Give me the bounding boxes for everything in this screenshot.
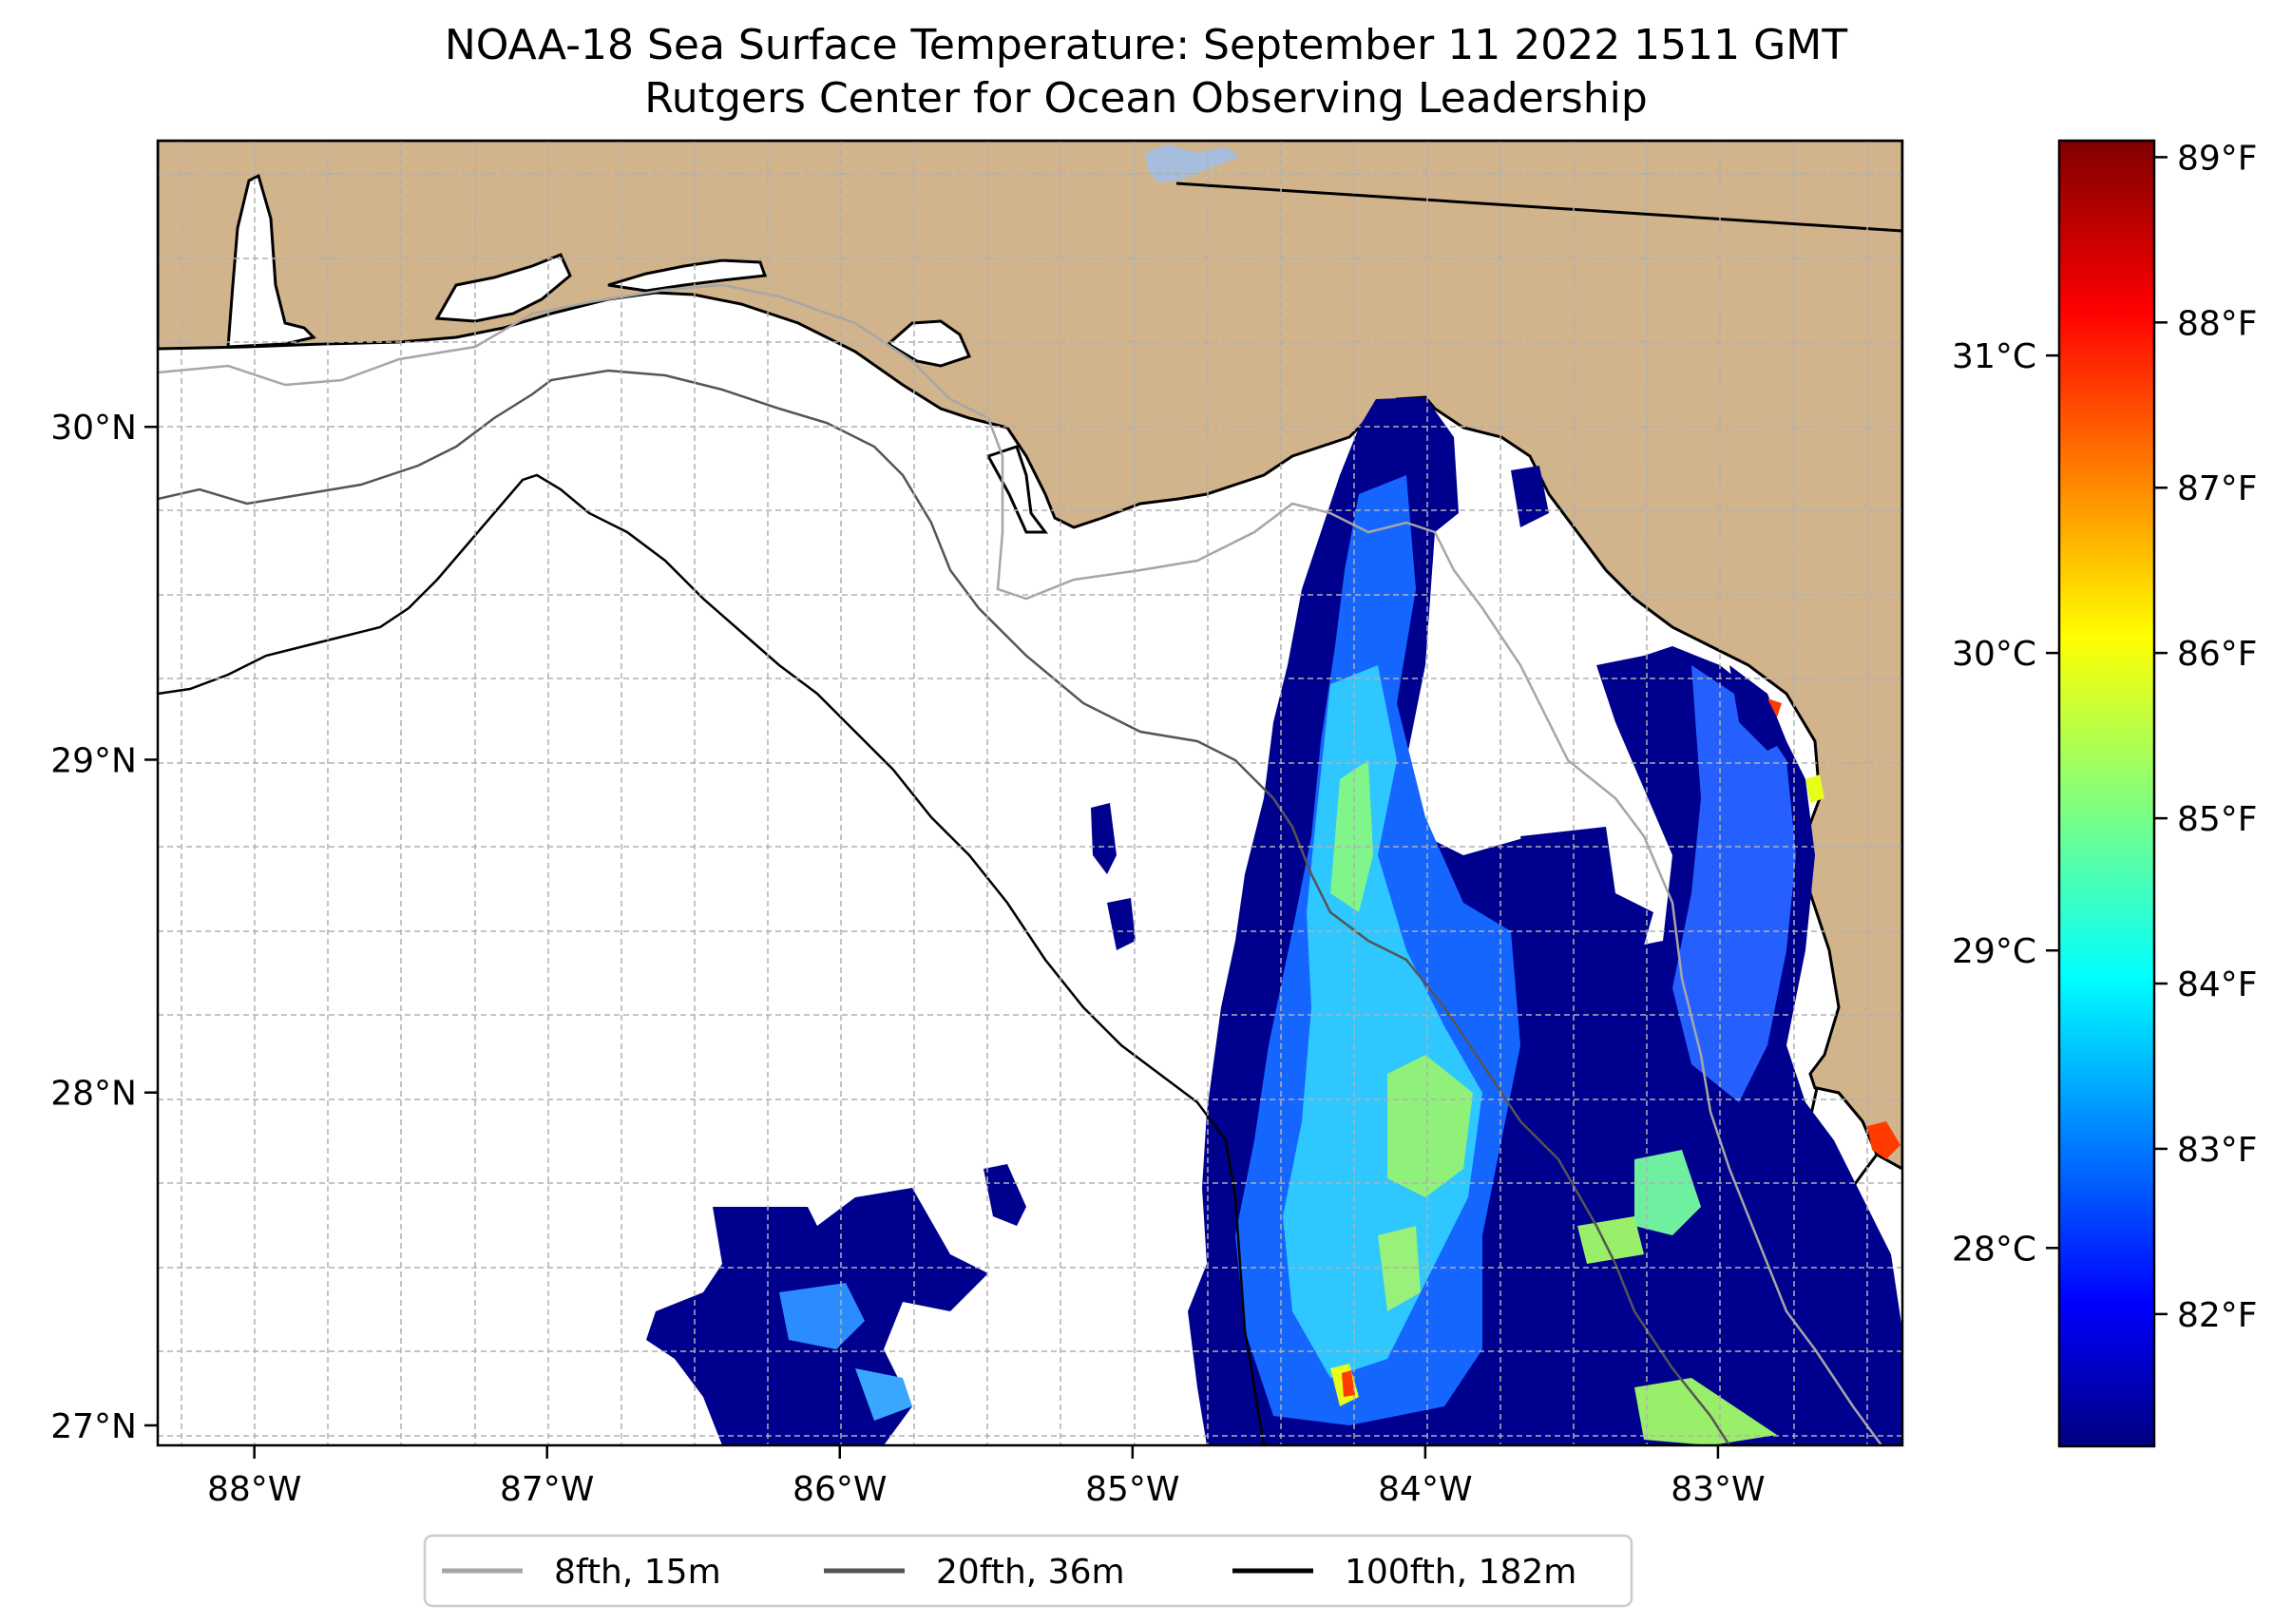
graticule — [158, 141, 1902, 1445]
colorbar-c-tick-label: 28°C — [1952, 1230, 2036, 1269]
colorbar-f-tick-label: 88°F — [2177, 304, 2258, 343]
chart-title: NOAA-18 Sea Surface Temperature: Septemb… — [444, 21, 1848, 69]
lat-tick-label: 28°N — [50, 1075, 137, 1114]
lat-tick-label: 29°N — [50, 741, 137, 780]
colorbar-f-tick-label: 87°F — [2177, 469, 2258, 508]
map-area[interactable] — [158, 141, 1902, 1445]
legend-label-36m: 20fth, 36m — [936, 1553, 1125, 1592]
land-mass — [158, 141, 1902, 1171]
lat-tick-label: 30°N — [50, 409, 137, 448]
lon-tick-label: 84°W — [1378, 1470, 1472, 1509]
colorbar-c-tick-label: 30°C — [1952, 635, 2036, 674]
contour-36m — [158, 369, 1731, 1445]
lake — [1145, 144, 1240, 182]
lon-tick-label: 87°W — [500, 1470, 594, 1509]
colorbar-f-tick-label: 89°F — [2177, 139, 2258, 178]
mobile-bay — [226, 173, 316, 349]
contour-182m — [158, 473, 1266, 1445]
colorbar-c-tick-label: 29°C — [1952, 932, 2036, 971]
colorbar-f-tick-label: 85°F — [2177, 800, 2258, 839]
lon-tick-label: 85°W — [1085, 1470, 1179, 1509]
longitude-axis: 88°W 87°W 86°W 85°W 84°W 83°W — [207, 1445, 1766, 1509]
map-frame — [156, 139, 1904, 1447]
choctawhatchee-bay — [607, 258, 768, 293]
state-border — [1175, 182, 1902, 233]
legend-label-182m: 100fth, 182m — [1345, 1553, 1576, 1592]
lon-tick-label: 83°W — [1671, 1470, 1765, 1509]
legend-box — [423, 1534, 1633, 1608]
chart-subtitle: Rutgers Center for Ocean Observing Leade… — [644, 74, 1648, 123]
st-andrew-bay — [886, 319, 972, 368]
latitude-axis: 27°N 28°N 29°N 30°N — [50, 409, 158, 1446]
colorbar-f-tick-label: 84°F — [2177, 965, 2258, 1004]
contour-15m — [158, 283, 1883, 1445]
pensacola-bay — [434, 253, 572, 323]
colorbar-c-tick-label: 31°C — [1952, 337, 2036, 376]
colorbar — [2057, 139, 2156, 1448]
colorbar-fahrenheit-axis: 82°F 83°F 84°F 85°F 86°F 87°F 88°F 89°F — [2154, 139, 2258, 1335]
colorbar-f-tick-label: 82°F — [2177, 1296, 2258, 1335]
colorbar-celsius-axis: 28°C 29°C 30°C 31°C — [1952, 337, 2059, 1269]
lon-tick-label: 88°W — [207, 1470, 301, 1509]
colorbar-f-tick-label: 86°F — [2177, 635, 2258, 674]
lat-tick-label: 27°N — [50, 1407, 137, 1446]
lon-tick-label: 86°W — [793, 1470, 887, 1509]
colorbar-f-tick-label: 83°F — [2177, 1131, 2258, 1170]
contour-legend: 8fth, 15m 20fth, 36m 100fth, 182m — [423, 1534, 1633, 1608]
legend-label-15m: 8fth, 15m — [554, 1553, 721, 1592]
